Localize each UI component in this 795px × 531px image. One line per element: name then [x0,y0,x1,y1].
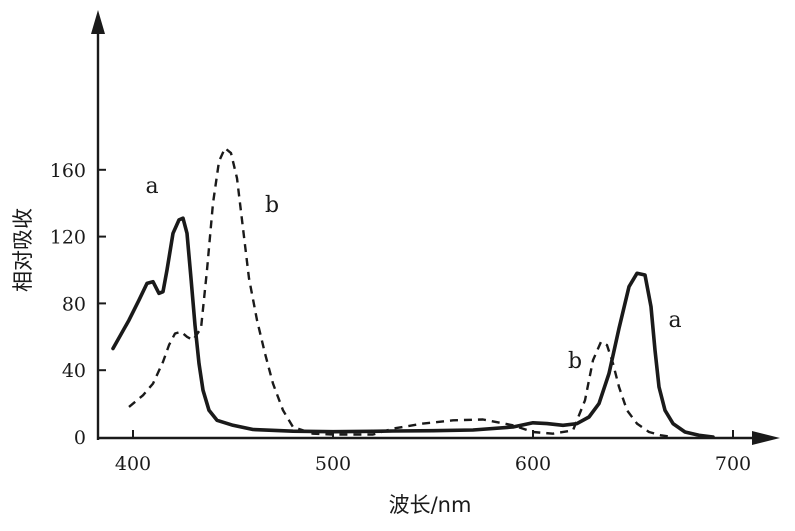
series-labels: a b b a [145,174,681,374]
series-b-label: b [568,349,582,374]
x-tick-label: 600 [515,453,551,475]
x-tick-label: 500 [315,453,351,475]
axes [91,10,780,445]
x-tick-label: 400 [115,453,151,475]
y-tick-label: 80 [62,293,86,315]
x-axis-arrow [752,431,780,445]
y-tick-label: 120 [50,227,86,249]
series-a-label: a [668,308,681,333]
series-a-line [111,216,715,439]
y-tick-label: 0 [74,427,86,449]
y-axis-title: 相对吸收 [11,208,35,292]
x-tick-label: 700 [715,453,751,475]
y-tick-label: 160 [50,160,86,182]
series-a-label: a [145,174,158,199]
series-b-label: b [265,193,279,218]
y-tick-label: 40 [62,360,86,382]
axis-ticks: 400 500 600 700 0 40 80 120 160 [50,160,751,475]
y-axis-arrow [91,10,105,34]
series-b-line [128,146,674,439]
x-axis-title: 波长/nm [389,493,472,517]
series-lines [111,146,715,439]
